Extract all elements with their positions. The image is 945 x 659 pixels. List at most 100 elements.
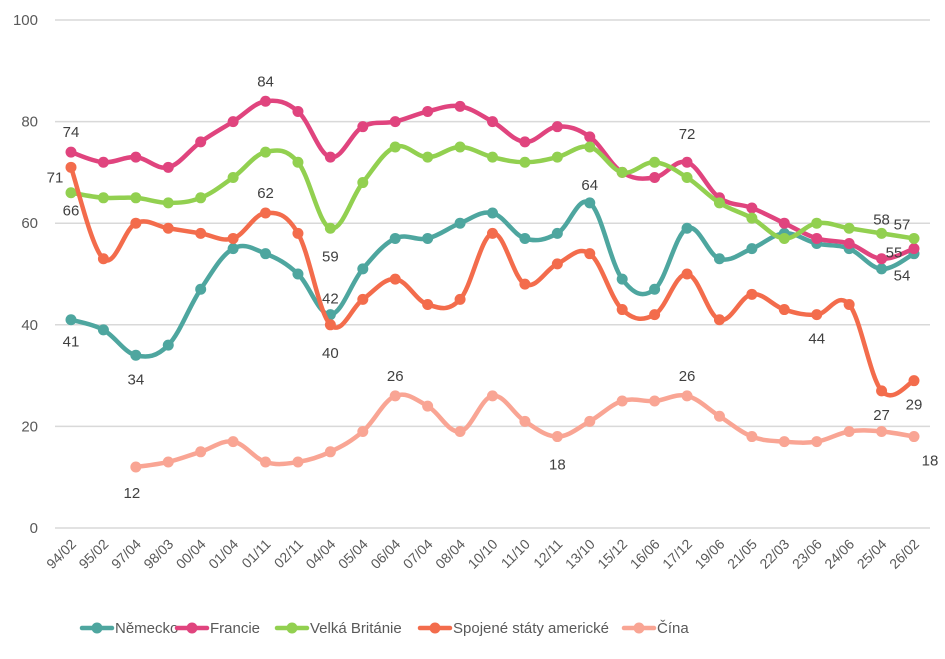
x-tick-label: 21/05 xyxy=(724,536,760,572)
data-point xyxy=(97,253,109,265)
data-point xyxy=(519,136,531,148)
x-tick-label: 01/11 xyxy=(238,536,274,572)
data-point xyxy=(616,395,628,407)
data-point xyxy=(876,425,888,437)
data-label: 40 xyxy=(322,345,339,362)
data-point xyxy=(713,314,725,326)
x-tick-label: 12/11 xyxy=(530,536,566,572)
data-point xyxy=(908,375,920,387)
data-point xyxy=(260,456,272,468)
data-point xyxy=(357,177,369,189)
data-point xyxy=(713,253,725,265)
data-point xyxy=(162,339,174,351)
data-point xyxy=(551,151,563,163)
data-label: 26 xyxy=(387,368,404,385)
data-point xyxy=(487,207,498,219)
data-point xyxy=(227,243,239,255)
data-point xyxy=(324,319,336,331)
x-tick-label: 26/02 xyxy=(886,536,922,572)
series-lines xyxy=(65,95,920,473)
data-point xyxy=(843,298,855,310)
data-point xyxy=(584,131,596,143)
legend-item: Spojené státy americké xyxy=(417,620,609,637)
legend-label: Francie xyxy=(210,620,260,637)
data-label: 55 xyxy=(886,245,903,262)
series-francie xyxy=(65,95,920,265)
data-point xyxy=(681,222,693,234)
data-point xyxy=(389,390,401,402)
data-point xyxy=(389,141,401,153)
data-point xyxy=(162,161,174,173)
legend-item: Velká Británie xyxy=(274,620,402,637)
data-label: 41 xyxy=(63,334,80,351)
x-tick-label: 00/04 xyxy=(173,536,209,572)
data-point xyxy=(454,141,466,153)
x-tick-label: 25/04 xyxy=(854,536,890,572)
data-point xyxy=(876,263,888,275)
data-point xyxy=(616,166,628,178)
data-point xyxy=(130,217,142,229)
data-point xyxy=(811,436,823,448)
data-point xyxy=(551,121,563,133)
x-tick-label: 16/06 xyxy=(627,536,663,572)
data-point xyxy=(162,222,174,234)
data-point xyxy=(324,446,336,458)
data-point xyxy=(649,156,661,168)
x-tick-label: 19/06 xyxy=(691,536,727,572)
x-tick-label: 17/12 xyxy=(659,536,695,572)
data-point xyxy=(389,116,401,128)
data-point xyxy=(130,151,142,163)
data-label: 59 xyxy=(322,248,339,265)
data-label: 71 xyxy=(47,169,64,186)
data-label: 18 xyxy=(549,457,566,474)
legend: Německo Francie Velká Británie Spojené stát… xyxy=(79,620,689,637)
data-label: 18 xyxy=(922,453,939,470)
data-label: 57 xyxy=(894,216,911,233)
data-point xyxy=(357,425,369,437)
series-line xyxy=(133,392,917,470)
data-point xyxy=(389,273,401,285)
legend-label: Čína xyxy=(657,620,689,637)
data-label: 42 xyxy=(322,291,339,308)
data-point xyxy=(195,446,207,458)
series-spojené-státy-americké xyxy=(65,161,920,398)
legend-item: Francie xyxy=(174,620,260,637)
data-point xyxy=(519,415,531,427)
data-point xyxy=(584,248,596,260)
y-tick-label: 0 xyxy=(30,520,38,537)
data-point xyxy=(65,314,77,326)
data-point xyxy=(292,456,304,468)
data-label: 84 xyxy=(257,73,274,90)
x-tick-label: 08/04 xyxy=(432,536,468,572)
data-point xyxy=(487,390,498,402)
data-point xyxy=(195,192,207,204)
x-tick-label: 94/02 xyxy=(43,536,79,572)
data-point xyxy=(616,273,628,285)
data-point xyxy=(843,238,855,250)
x-tick-label: 23/06 xyxy=(789,536,825,572)
data-point xyxy=(681,390,693,402)
data-point xyxy=(162,456,174,468)
series-velká-británie xyxy=(65,141,920,244)
data-point xyxy=(746,243,758,255)
data-point xyxy=(876,385,888,397)
data-point xyxy=(195,136,207,148)
data-point xyxy=(778,304,790,316)
data-point xyxy=(487,151,498,163)
data-point xyxy=(454,425,466,437)
data-point xyxy=(551,227,563,239)
data-point xyxy=(487,227,498,239)
x-tick-label: 97/04 xyxy=(108,536,144,572)
data-point xyxy=(811,232,823,244)
data-point xyxy=(649,283,661,295)
legend-swatch-marker xyxy=(186,622,198,634)
data-point xyxy=(227,436,239,448)
y-tick-label: 60 xyxy=(21,215,38,232)
series-čína xyxy=(130,390,920,473)
data-point xyxy=(746,202,758,214)
y-tick-label: 40 xyxy=(21,317,38,334)
data-point xyxy=(65,146,77,158)
data-label: 34 xyxy=(128,371,145,388)
x-tick-label: 11/10 xyxy=(498,536,534,572)
